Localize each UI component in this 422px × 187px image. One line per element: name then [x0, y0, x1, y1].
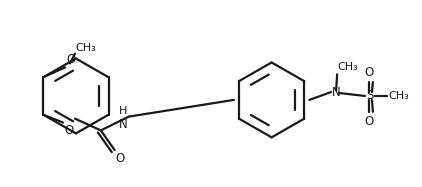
Text: O: O [364, 115, 373, 128]
Text: CH₃: CH₃ [75, 43, 96, 53]
Text: N: N [332, 85, 341, 99]
Text: O: O [66, 53, 75, 66]
Text: O: O [64, 124, 73, 137]
Text: CH₃: CH₃ [389, 91, 410, 101]
Text: O: O [116, 152, 125, 165]
Text: S: S [366, 89, 373, 102]
Text: N: N [119, 118, 127, 131]
Text: CH₃: CH₃ [337, 62, 358, 72]
Text: O: O [364, 66, 373, 79]
Text: H: H [119, 106, 127, 116]
